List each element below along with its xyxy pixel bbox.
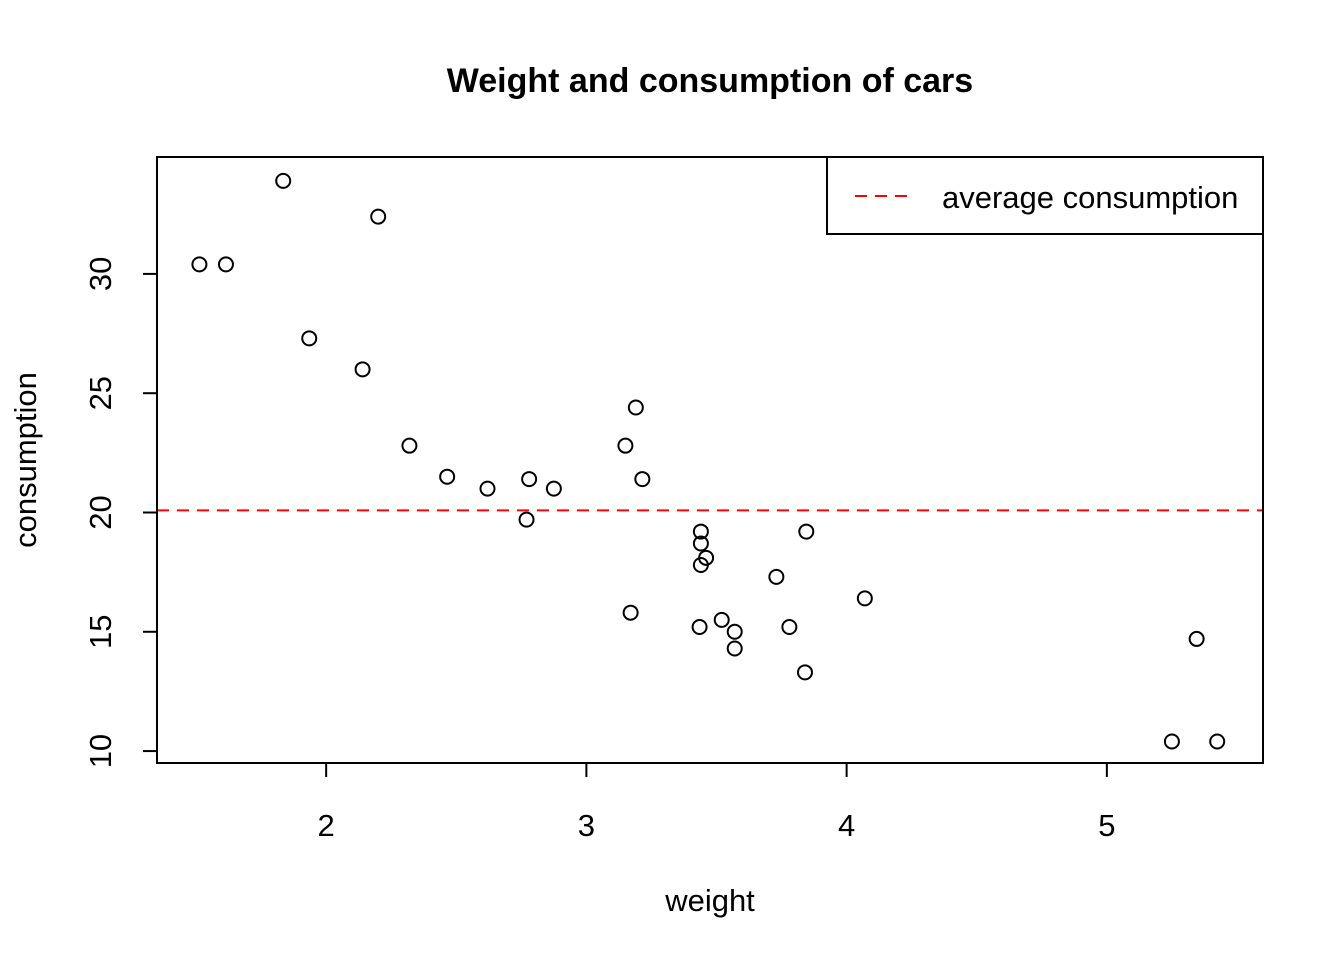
- data-point: [856, 590, 873, 607]
- data-point: [768, 568, 785, 585]
- data-point: [692, 556, 709, 573]
- y-tick-label: 15: [83, 615, 118, 649]
- data-point: [691, 619, 708, 636]
- data-point: [1209, 733, 1226, 750]
- data-point: [634, 471, 651, 488]
- data-point: [617, 437, 634, 454]
- x-axis-label: weight: [664, 883, 755, 918]
- y-axis: 10 15 20 25 30: [83, 257, 158, 768]
- y-axis-label: consumption: [8, 372, 43, 548]
- data-point: [692, 523, 709, 540]
- data-point: [217, 256, 234, 273]
- data-point: [781, 619, 798, 636]
- data-point: [439, 468, 456, 485]
- y-tick-label: 10: [83, 734, 118, 768]
- data-point: [275, 172, 292, 189]
- data-point: [796, 664, 813, 681]
- data-point: [1188, 630, 1205, 647]
- data-point: [692, 535, 709, 552]
- plot-area-frame: [156, 156, 1264, 764]
- data-point: [545, 480, 562, 497]
- y-tick-label: 25: [83, 376, 118, 410]
- data-point: [713, 611, 730, 628]
- x-tick-label: 4: [838, 808, 855, 843]
- data-point: [726, 640, 743, 657]
- data-point: [518, 511, 535, 528]
- legend-box: average consumption: [826, 156, 1264, 235]
- data-point: [726, 623, 743, 640]
- data-point: [479, 480, 496, 497]
- x-tick-label: 5: [1098, 808, 1115, 843]
- data-points: [191, 172, 1226, 750]
- y-tick-label: 30: [83, 257, 118, 291]
- data-point: [798, 523, 815, 540]
- y-tick-label: 20: [83, 495, 118, 529]
- data-point: [370, 208, 387, 225]
- x-tick-label: 3: [578, 808, 595, 843]
- data-point: [1163, 733, 1180, 750]
- data-point: [521, 471, 538, 488]
- chart-title: Weight and consumption of cars: [447, 62, 973, 100]
- x-axis: 2 3 4 5: [318, 762, 1115, 843]
- x-tick-label: 2: [318, 808, 335, 843]
- data-point: [622, 604, 639, 621]
- data-point: [627, 399, 644, 416]
- data-point: [354, 361, 371, 378]
- legend-label: average consumption: [942, 180, 1238, 215]
- data-point: [401, 437, 418, 454]
- data-point: [301, 330, 318, 347]
- data-point: [191, 256, 208, 273]
